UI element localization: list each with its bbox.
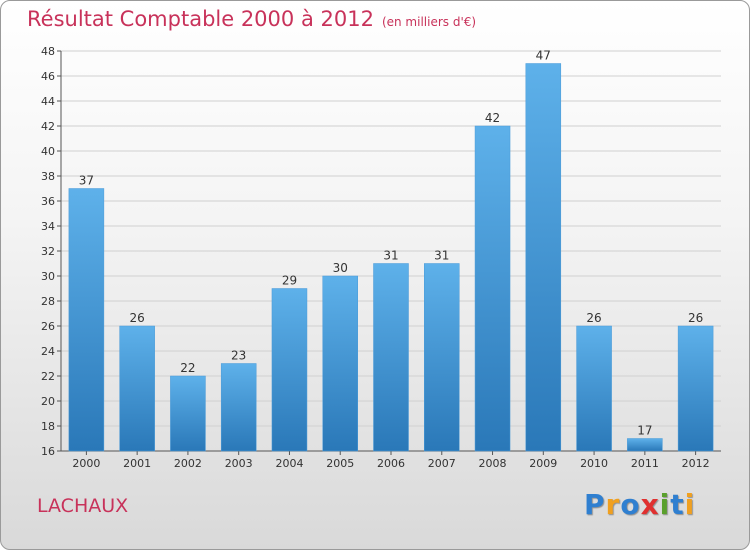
logo-letter: i — [659, 488, 671, 521]
labels: 37 2000 26 2001 22 2002 23 2003 29 2004 30 2005 31 20… — [72, 49, 709, 471]
place-name: LACHAUX — [37, 495, 129, 517]
data-label: 26 — [688, 311, 703, 325]
data-label: 30 — [333, 261, 348, 275]
bar — [68, 188, 105, 452]
data-label: 37 — [79, 174, 94, 188]
bar — [424, 263, 460, 452]
x-tick-label: 2009 — [529, 457, 557, 470]
data-label: 17 — [637, 424, 652, 438]
data-label: 31 — [434, 249, 449, 263]
x-tick-label: 2000 — [72, 457, 100, 470]
bar — [576, 325, 612, 452]
bar — [271, 288, 308, 452]
x-tick-label: 2010 — [580, 457, 608, 470]
bar — [627, 438, 663, 452]
chart-subtitle: (en milliers d'€) — [381, 15, 477, 29]
y-tick-label: 32 — [41, 245, 55, 258]
data-label: 26 — [130, 311, 145, 325]
x-tick-label: 2008 — [479, 457, 507, 470]
logo-letter: P — [584, 488, 606, 521]
data-label: 26 — [586, 311, 601, 325]
logo-letter: x — [640, 488, 660, 521]
bar — [474, 125, 511, 452]
y-tick-label: 38 — [41, 170, 55, 183]
bars — [68, 63, 714, 452]
y-tick-label: 40 — [41, 145, 55, 158]
x-tick-label: 2007 — [428, 457, 456, 470]
x-tick-label: 2006 — [377, 457, 405, 470]
y-tick-label: 36 — [41, 195, 55, 208]
y-tick-label: 16 — [41, 445, 55, 458]
y-tick-label: 48 — [41, 45, 55, 58]
data-label: 31 — [383, 249, 398, 263]
logo-letter: r — [605, 488, 621, 521]
bar — [220, 363, 257, 452]
bar — [677, 325, 714, 452]
bar — [525, 63, 562, 452]
y-tick-label: 26 — [41, 320, 55, 333]
y-tick-label: 44 — [41, 95, 55, 108]
x-tick-label: 2011 — [631, 457, 659, 470]
data-label: 23 — [231, 349, 246, 363]
x-tick-label: 2012 — [682, 457, 710, 470]
data-label: 47 — [536, 49, 551, 63]
data-label: 42 — [485, 111, 500, 125]
x-tick-label: 2005 — [326, 457, 354, 470]
y-tick-label: 34 — [41, 220, 55, 233]
bar — [119, 325, 155, 452]
data-label: 22 — [180, 361, 195, 375]
x-tick-label: 2004 — [275, 457, 303, 470]
logo-letter: i — [684, 488, 696, 521]
x-tick-label: 2003 — [225, 457, 253, 470]
data-label: 29 — [282, 274, 297, 288]
x-tick-label: 2002 — [174, 457, 202, 470]
bar — [170, 375, 206, 452]
bar — [322, 275, 358, 452]
y-tick-label: 20 — [41, 395, 55, 408]
x-tick-label: 2001 — [123, 457, 151, 470]
axes: 16 18 20 22 24 26 28 30 32 34 36 38 40 42 44 46 48 — [41, 45, 721, 458]
y-tick-label: 22 — [41, 370, 55, 383]
bar — [373, 263, 409, 452]
proxiti-logo: Proxiti — [584, 488, 695, 521]
y-tick-label: 24 — [41, 345, 55, 358]
logo-letter: o — [620, 488, 641, 521]
y-tick-label: 18 — [41, 420, 55, 433]
y-tick-label: 46 — [41, 70, 55, 83]
chart-title: Résultat Comptable 2000 à 2012 (en millie… — [27, 7, 477, 31]
y-tick-label: 28 — [41, 295, 55, 308]
logo-letter: t — [670, 488, 685, 521]
y-tick-label: 30 — [41, 270, 55, 283]
y-tick-label: 42 — [41, 120, 55, 133]
